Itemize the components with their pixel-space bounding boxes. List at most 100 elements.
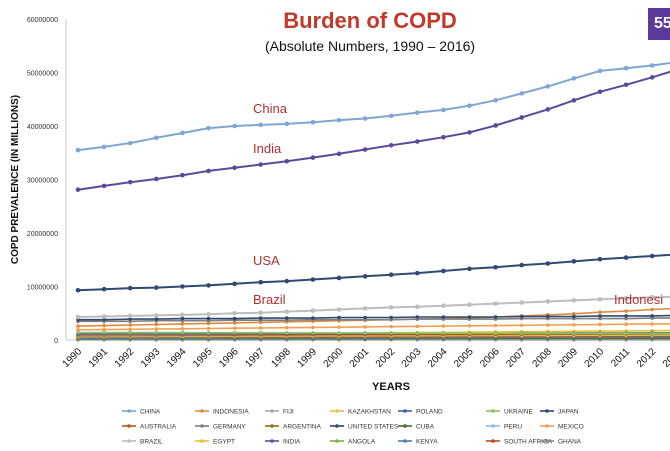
data-point-ukraine <box>76 330 80 335</box>
data-point-india <box>154 176 159 182</box>
data-point-japan <box>546 314 550 319</box>
legend-label: CHINA <box>140 409 161 416</box>
legend-marker <box>270 409 274 413</box>
y-tick-label: 40000000 <box>27 124 58 131</box>
data-point-brazil <box>362 306 368 311</box>
x-tick-label: 2007 <box>504 346 528 370</box>
data-point-brazil <box>441 303 446 309</box>
data-point-indonesia <box>598 310 602 314</box>
data-point-ukraine <box>206 330 211 335</box>
legend-label: CUBA <box>416 424 435 431</box>
data-point-china <box>127 140 133 146</box>
data-point-germany <box>624 316 628 321</box>
data-point-mexico <box>232 326 237 331</box>
legend-marker <box>335 409 339 413</box>
data-point-india <box>336 151 342 157</box>
data-point-brazil <box>597 297 603 302</box>
x-axis-title: YEARS <box>372 381 410 393</box>
data-point-china <box>597 68 603 74</box>
data-point-brazil <box>180 312 185 318</box>
data-point-india <box>75 187 81 192</box>
x-tick-label: 2009 <box>557 346 581 370</box>
data-point-mexico <box>206 326 211 331</box>
data-point-china <box>493 98 498 103</box>
data-point-mexico <box>389 324 394 329</box>
data-point-japan <box>598 314 602 318</box>
data-point-india <box>258 162 264 167</box>
series-line-india <box>77 70 670 191</box>
data-point-brazil <box>232 310 237 316</box>
data-point-brazil <box>571 298 577 303</box>
data-point-ukraine <box>650 331 654 336</box>
data-point-ukraine <box>232 330 237 335</box>
data-point-japan <box>102 317 106 322</box>
data-point-mexico <box>311 325 315 330</box>
data-point-china <box>101 144 107 150</box>
data-point-japan <box>572 314 576 319</box>
data-point-china <box>545 84 551 89</box>
x-tick-label: 2001 <box>348 346 372 370</box>
data-point-mexico <box>546 323 550 327</box>
chart-subtitle: (Absolute Numbers, 1990 – 2016) <box>264 38 476 54</box>
series-line-germany <box>78 317 670 323</box>
data-point-india <box>232 165 237 171</box>
data-point-japan <box>415 315 420 319</box>
y-tick-label: 10000000 <box>27 285 58 292</box>
data-point-ukraine <box>624 331 628 336</box>
data-point-china <box>310 119 316 125</box>
data-point-united-states <box>180 284 185 289</box>
data-point-mexico <box>650 322 654 326</box>
legend-marker <box>200 439 204 443</box>
data-point-mexico <box>493 323 498 328</box>
series-line-kenya <box>77 336 670 340</box>
data-point-china <box>284 121 290 127</box>
data-point-india <box>415 139 420 144</box>
data-point-mexico <box>102 327 106 332</box>
data-point-mexico <box>285 325 289 330</box>
data-point-brazil <box>206 312 211 317</box>
legend-label: SOUTH AFRICA <box>504 439 553 446</box>
data-point-united-states <box>571 259 577 264</box>
data-point-united-states <box>597 256 603 262</box>
data-point-china <box>336 117 342 123</box>
data-point-india <box>362 147 368 152</box>
data-point-brazil <box>258 310 264 316</box>
y-tick-label: 20000000 <box>27 231 58 238</box>
data-point-brazil <box>519 300 524 305</box>
data-point-china <box>258 122 264 128</box>
legend-marker <box>270 424 274 428</box>
data-point-mexico <box>180 326 185 331</box>
data-point-united-states <box>284 278 290 284</box>
annotation-label: Indonesi <box>614 292 663 307</box>
data-point-indonesia <box>76 324 80 328</box>
data-point-india <box>493 123 498 128</box>
data-point-japan <box>258 316 263 320</box>
data-point-united-states <box>310 277 316 282</box>
data-point-mexico <box>572 322 576 327</box>
legend-label: ANGOLA <box>348 439 376 446</box>
data-point-mexico <box>624 322 628 327</box>
data-point-ukraine <box>467 331 472 336</box>
legend-label: INDIA <box>283 439 301 446</box>
legend-label: EGYPT <box>213 439 235 446</box>
data-point-china <box>519 91 524 96</box>
data-point-japan <box>389 315 394 320</box>
data-point-united-states <box>101 286 107 292</box>
data-point-ukraine <box>415 331 420 335</box>
data-point-ukraine <box>154 330 159 335</box>
data-point-japan <box>441 315 446 319</box>
data-point-ukraine <box>128 330 132 335</box>
data-point-ukraine <box>572 331 576 336</box>
legend-label: JAPAN <box>558 409 579 416</box>
legend-marker <box>270 439 274 443</box>
data-point-germany <box>598 316 602 321</box>
legend-label: UNITED STATES <box>348 424 399 431</box>
data-point-indonesia <box>206 321 211 326</box>
data-point-india <box>649 75 655 80</box>
series-line-china <box>77 61 670 152</box>
legend-marker <box>545 424 549 428</box>
annotation-label: Brazil <box>253 292 286 307</box>
legend-label: GERMANY <box>213 424 247 431</box>
data-point-mexico <box>441 324 446 328</box>
